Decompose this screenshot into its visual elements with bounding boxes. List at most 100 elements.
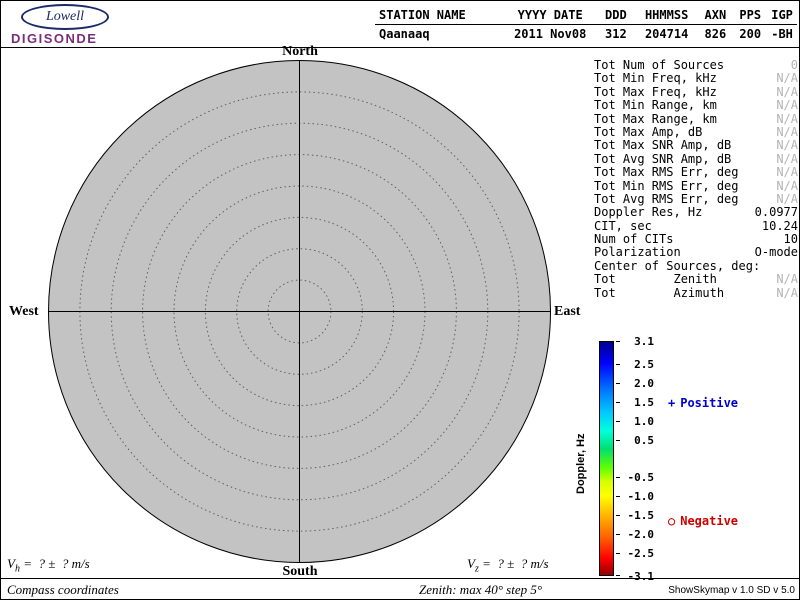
colorbar-title: Doppler, Hz bbox=[575, 433, 587, 495]
stat-value: 10 bbox=[783, 232, 798, 247]
stat-label: Tot Min Freq, kHz bbox=[594, 71, 717, 86]
colorbar-tick-label: -1.0 bbox=[627, 490, 655, 504]
header-column-value: 826 bbox=[704, 27, 727, 41]
stat-value: N/A bbox=[776, 124, 798, 139]
legend-positive-label: Positive bbox=[680, 396, 739, 410]
colorbar-tick-label: -2.0 bbox=[627, 528, 655, 542]
stat-label: Tot Avg RMS Err, deg bbox=[594, 191, 739, 206]
vz-value: = ? ± ? m/s bbox=[478, 556, 549, 571]
stat-value: N/A bbox=[776, 71, 798, 86]
stat-label: Doppler Res, Hz bbox=[594, 205, 703, 220]
stat-value: N/A bbox=[776, 98, 798, 113]
colorbar-tick-mark bbox=[616, 553, 620, 555]
stat-label: Num of CITs bbox=[594, 232, 674, 247]
stat-value: 10.24 bbox=[761, 218, 798, 233]
header-column-label: AXN bbox=[704, 8, 727, 22]
stat-value: N/A bbox=[776, 178, 798, 193]
stat-label: Tot Avg SNR Amp, dB bbox=[594, 151, 732, 166]
stat-row: Tot Avg RMS Err, deg N/A bbox=[594, 191, 798, 206]
lowell-logo: Lowell DIGISONDE bbox=[11, 4, 121, 46]
horizontal-velocity-readout: Vh = ? ± ? m/s bbox=[7, 556, 90, 575]
lowell-logo-oval: Lowell bbox=[21, 4, 109, 30]
compass-label-east: East bbox=[554, 304, 581, 319]
colorbar-tick-label: 1.0 bbox=[634, 414, 654, 428]
colorbar-tick-label: -0.5 bbox=[627, 471, 655, 485]
software-version: ShowSkymap v 1.0 SD v 5.0 bbox=[668, 585, 795, 596]
colorbar-tick-label: 2.5 bbox=[634, 357, 654, 371]
header-column-label: HHMMSS bbox=[644, 8, 689, 22]
colorbar-tick-mark bbox=[616, 439, 620, 441]
colorbar-tick-mark bbox=[616, 341, 620, 342]
lowell-logo-text: Lowell bbox=[45, 9, 85, 24]
stat-label: CIT, sec bbox=[594, 218, 652, 233]
stat-row: Tot Azimuth N/A bbox=[594, 285, 798, 300]
stat-value: N/A bbox=[776, 165, 798, 180]
colorbar-tick-mark bbox=[616, 382, 620, 384]
stat-label: Tot Max Range, km bbox=[594, 111, 717, 126]
header-column-label: PPS bbox=[739, 8, 762, 22]
stat-label: Tot Max Amp, dB bbox=[594, 124, 703, 139]
header-column-value: Qaanaaq bbox=[379, 27, 430, 41]
stat-row: CIT, sec 10.24 bbox=[594, 218, 798, 233]
stat-row: Tot Min Range, km N/A bbox=[594, 98, 798, 113]
header-divider bbox=[1, 47, 799, 48]
colorbar-tick-mark bbox=[616, 534, 620, 536]
stat-value: N/A bbox=[776, 84, 798, 99]
colorbar-tick-mark bbox=[616, 401, 620, 403]
stat-row: Tot Avg SNR Amp, dB N/A bbox=[594, 151, 798, 166]
colorbar-ticks: 3.1 2.5 2.0 1.5 1.0 0.5 -0.5 -1.0 -1.5 -2.0 -2.5 -3… bbox=[616, 335, 660, 583]
stat-label: Tot Zenith bbox=[594, 272, 717, 287]
header-column-value: 200 bbox=[739, 27, 762, 41]
colorbar-tick-mark bbox=[616, 515, 620, 517]
stat-row: Tot Max Freq, kHz N/A bbox=[594, 84, 798, 99]
stat-label: Tot Min Range, km bbox=[594, 98, 717, 113]
compass-label-north: North bbox=[282, 44, 318, 59]
colorbar-tick-label: 3.1 bbox=[634, 335, 654, 348]
skymap-plot bbox=[48, 60, 551, 563]
header-column-value: 2011 Nov08 bbox=[514, 27, 587, 41]
stat-label: Polarization bbox=[594, 245, 681, 260]
stat-row: Tot Min RMS Err, deg N/A bbox=[594, 178, 798, 193]
vh-subscript: h bbox=[14, 563, 20, 575]
stat-value: 0 bbox=[790, 58, 798, 72]
stat-label: Tot Num of Sources bbox=[594, 58, 725, 72]
header-column-label: IGP bbox=[771, 8, 793, 22]
colorbar-tick-label: -3.1 bbox=[627, 570, 655, 583]
stat-row: Tot Max RMS Err, deg N/A bbox=[594, 165, 798, 180]
stat-row: Tot Max Range, km N/A bbox=[594, 111, 798, 126]
stat-label: Tot Min RMS Err, deg bbox=[594, 178, 739, 193]
plus-icon: + bbox=[668, 396, 676, 410]
header-column-label: DDD bbox=[605, 8, 627, 22]
stat-row: Doppler Res, Hz 0.0977 bbox=[594, 205, 798, 220]
vh-value: = ? ± ? m/s bbox=[19, 556, 90, 571]
stat-row: Tot Zenith N/A bbox=[594, 272, 798, 287]
stat-label: Tot Max SNR Amp, dB bbox=[594, 138, 732, 153]
stat-row: Num of CITs 10 bbox=[594, 232, 798, 247]
stat-value: O-mode bbox=[754, 245, 798, 260]
colorbar-tick-mark bbox=[616, 363, 620, 365]
compass-label-west: West bbox=[9, 304, 39, 319]
colorbar-tick-label: 0.5 bbox=[634, 433, 654, 447]
legend-negative: ○ Negative bbox=[668, 514, 738, 528]
stat-label: Center of Sources, deg: bbox=[594, 258, 761, 273]
stats-panel: Tot Num of Sources 0 Tot Min Freq, kHz N/A T… bbox=[594, 58, 798, 300]
colorbar-tick-label: 2.0 bbox=[634, 376, 654, 390]
colorbar-tick-label: -1.5 bbox=[627, 509, 655, 523]
stat-row: Tot Max SNR Amp, dB N/A bbox=[594, 138, 798, 153]
stat-value: N/A bbox=[776, 151, 798, 166]
coordinates-note: Compass coordinates bbox=[7, 582, 119, 597]
stat-label: Tot Azimuth bbox=[594, 285, 725, 300]
colorbar: 3.1 2.5 2.0 1.5 1.0 0.5 -0.5 -1.0 -1.5 -2.0 -2.5 -3… bbox=[599, 335, 679, 583]
colorbar-tick-mark bbox=[616, 496, 620, 498]
colorbar-gradient bbox=[599, 341, 614, 576]
stat-value: N/A bbox=[776, 191, 798, 206]
header-column-value: 312 bbox=[605, 27, 627, 41]
stat-value: N/A bbox=[776, 138, 798, 153]
stat-value: N/A bbox=[776, 111, 798, 126]
circle-icon: ○ bbox=[668, 514, 676, 528]
stat-label: Tot Max Freq, kHz bbox=[594, 84, 717, 99]
header-column-value: -BH bbox=[771, 27, 793, 41]
stat-row: Polarization O-mode bbox=[594, 245, 798, 260]
legend-negative-label: Negative bbox=[680, 514, 739, 528]
